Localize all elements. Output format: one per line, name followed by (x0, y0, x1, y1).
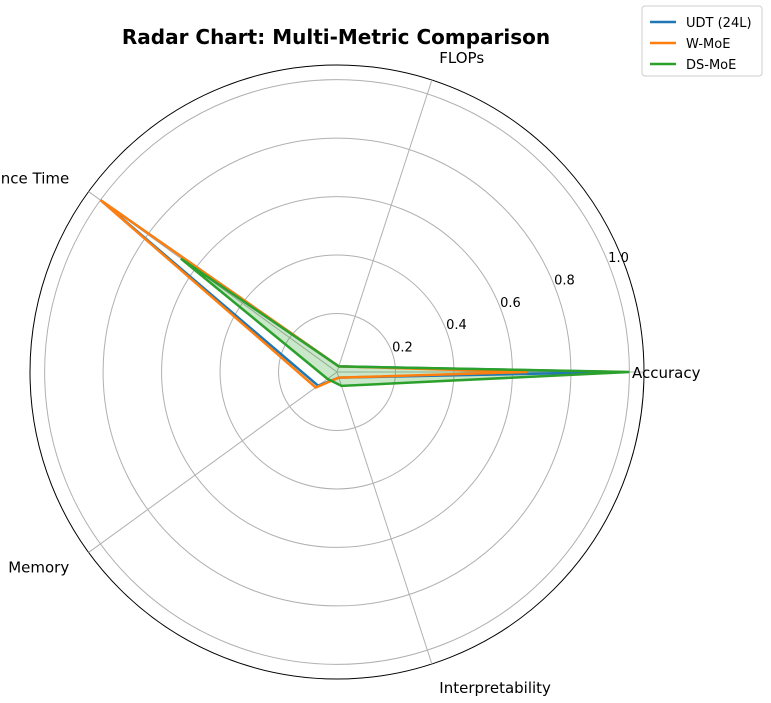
legend-label: W-MoE (686, 37, 730, 52)
axis-label: Memory (8, 559, 69, 577)
legend-label: UDT (24L) (686, 16, 752, 31)
radial-tick-label: 0.8 (554, 273, 575, 288)
chart-title: Radar Chart: Multi-Metric Comparison (122, 25, 550, 49)
legend-box (641, 5, 763, 77)
spoke-line (88, 371, 338, 553)
axis-label: Accuracy (632, 364, 701, 382)
radar-series (99, 199, 630, 389)
series-line (180, 257, 630, 388)
series-line (99, 199, 621, 388)
spoke-line (336, 371, 433, 665)
legend-label: DS-MoE (686, 58, 736, 73)
axis-label: FLOPs (439, 49, 484, 67)
legend: UDT (24L) W-MoE DS-MoE (641, 5, 763, 77)
axis-label: Interpretability (439, 679, 551, 697)
radial-tick-label: 0.2 (392, 341, 413, 356)
axis-labels: Accuracy FLOPs Inference Time Memory Interpr… (0, 49, 701, 697)
axis-label: Inference Time (0, 169, 69, 187)
radial-tick-label: 1.0 (608, 251, 629, 266)
radial-tick-label: 0.6 (500, 296, 521, 311)
radial-tick-label: 0.4 (446, 318, 467, 333)
spoke-line (336, 79, 433, 373)
